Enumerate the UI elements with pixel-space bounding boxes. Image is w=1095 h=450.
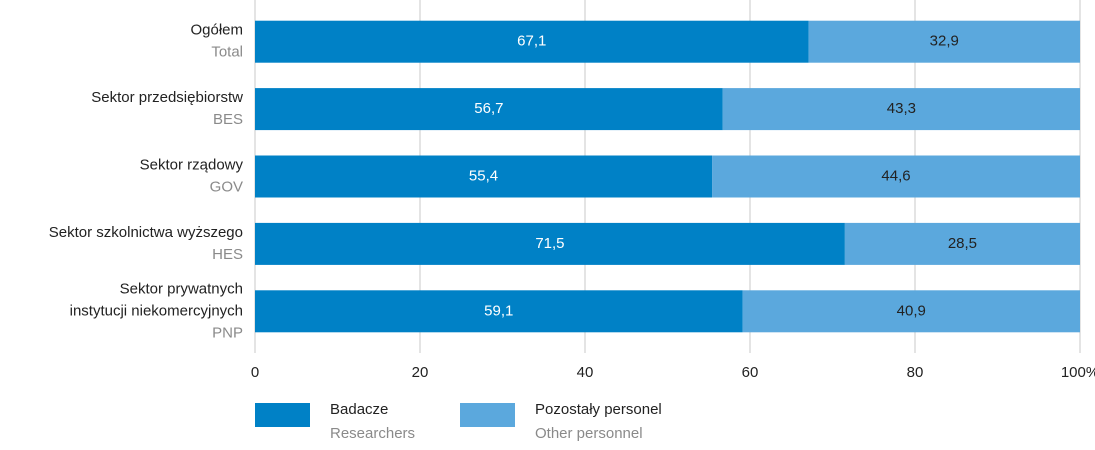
x-tick-label: 100% <box>1061 364 1095 381</box>
category-subtitle: Total <box>211 44 243 61</box>
x-tick-label: 80 <box>907 364 924 381</box>
legend-swatch <box>255 403 310 427</box>
legend-subtitle: Researchers <box>330 425 415 442</box>
category-label: Sektor rządowy <box>140 156 244 173</box>
category-subtitle: BES <box>213 111 243 128</box>
category-label: Sektor przedsiębiorstw <box>91 89 243 106</box>
category-label: Sektor szkolnictwa wyższego <box>49 224 243 241</box>
value-label: 59,1 <box>484 302 513 319</box>
legend-label: Badacze <box>330 401 388 418</box>
bar-segment <box>255 20 809 63</box>
value-label: 71,5 <box>535 235 564 252</box>
category-label-line: instytucji niekomercyjnych <box>65 302 243 319</box>
value-label: 56,7 <box>474 100 503 117</box>
value-label: 43,3 <box>887 100 916 117</box>
bar-segment <box>712 155 1080 198</box>
bar-segment <box>844 222 1080 265</box>
x-tick-label: 0 <box>251 364 259 381</box>
value-label: 55,4 <box>469 167 498 184</box>
bar-segment <box>742 290 1080 333</box>
bar-segment <box>722 88 1080 131</box>
category-subtitle: HES <box>212 246 243 263</box>
x-tick-label: 60 <box>742 364 759 381</box>
bar-segment <box>255 88 723 131</box>
category-subtitle: GOV <box>210 178 243 195</box>
value-label: 28,5 <box>948 235 977 252</box>
category-label: Sektor prywatnych instytucji niekomercyj… <box>65 280 243 319</box>
value-label: 32,9 <box>930 33 959 50</box>
category-label: Ogółem <box>190 22 243 39</box>
x-tick-label: 40 <box>577 364 594 381</box>
value-label: 67,1 <box>517 33 546 50</box>
value-label: 44,6 <box>881 167 910 184</box>
bar-segment <box>255 155 713 198</box>
bar-segment <box>255 222 845 265</box>
category-subtitle: PNP <box>212 324 243 341</box>
legend-subtitle: Other personnel <box>535 425 643 442</box>
x-tick-label: 20 <box>412 364 429 381</box>
legend-label: Pozostały personel <box>535 401 662 418</box>
legend-swatch <box>460 403 515 427</box>
bar-segment <box>255 290 743 333</box>
value-label: 40,9 <box>897 302 926 319</box>
bar-segment <box>808 20 1080 63</box>
category-label-line: Sektor prywatnych <box>120 280 243 297</box>
